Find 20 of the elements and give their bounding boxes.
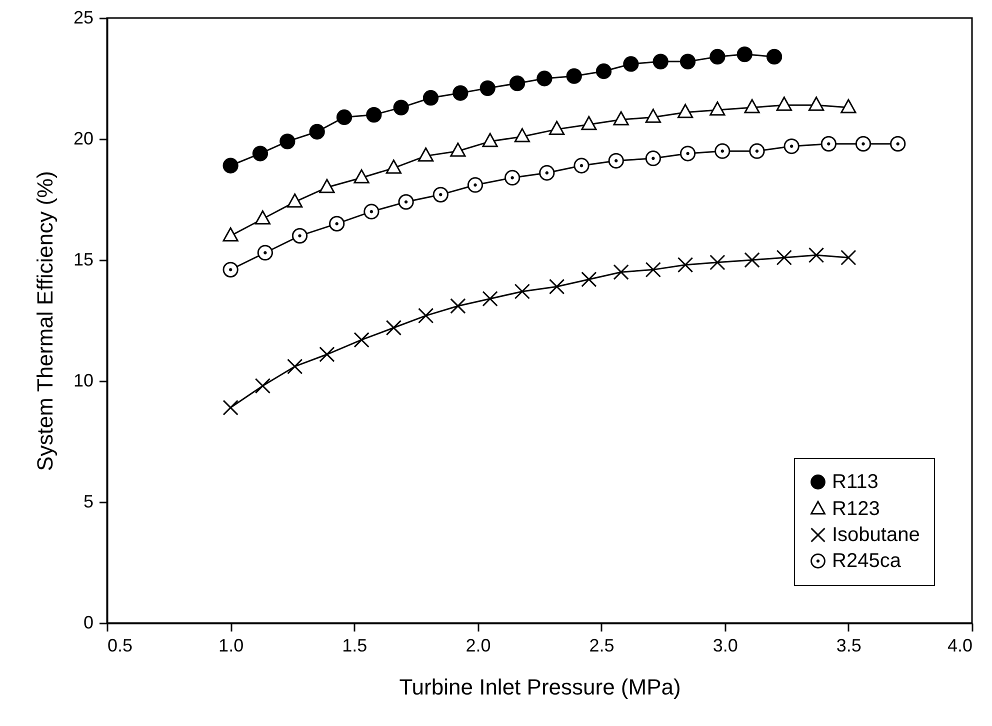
x-tick-label: 0.5 — [108, 636, 133, 656]
x-tick-label: 2.5 — [589, 636, 614, 656]
y-tick-label: 0 — [83, 612, 94, 632]
x-tick-label: 3.0 — [712, 636, 738, 656]
y-tick-label: 5 — [83, 492, 94, 512]
y-tick-label: 20 — [73, 128, 94, 148]
y-tick-label: 25 — [73, 8, 94, 28]
x-tick-label: 1.5 — [342, 636, 368, 656]
legend-label: Isobutane — [832, 524, 920, 546]
x-tick-label: 1.0 — [218, 636, 244, 656]
legend-label: R123 — [832, 498, 880, 520]
y-axis-title: System Thermal Efficiency (%) — [32, 171, 58, 471]
x-tick-label: 4.0 — [947, 636, 972, 656]
legend-label: R113 — [832, 471, 878, 493]
legend-label: R245ca — [832, 550, 902, 572]
x-tick-label: 2.0 — [466, 636, 491, 656]
y-tick-label: 15 — [73, 250, 94, 270]
y-tick-label: 10 — [73, 370, 94, 390]
x-axis-title: Turbine Inlet Pressure (MPa) — [399, 674, 681, 700]
x-tick-label: 3.5 — [836, 636, 862, 656]
